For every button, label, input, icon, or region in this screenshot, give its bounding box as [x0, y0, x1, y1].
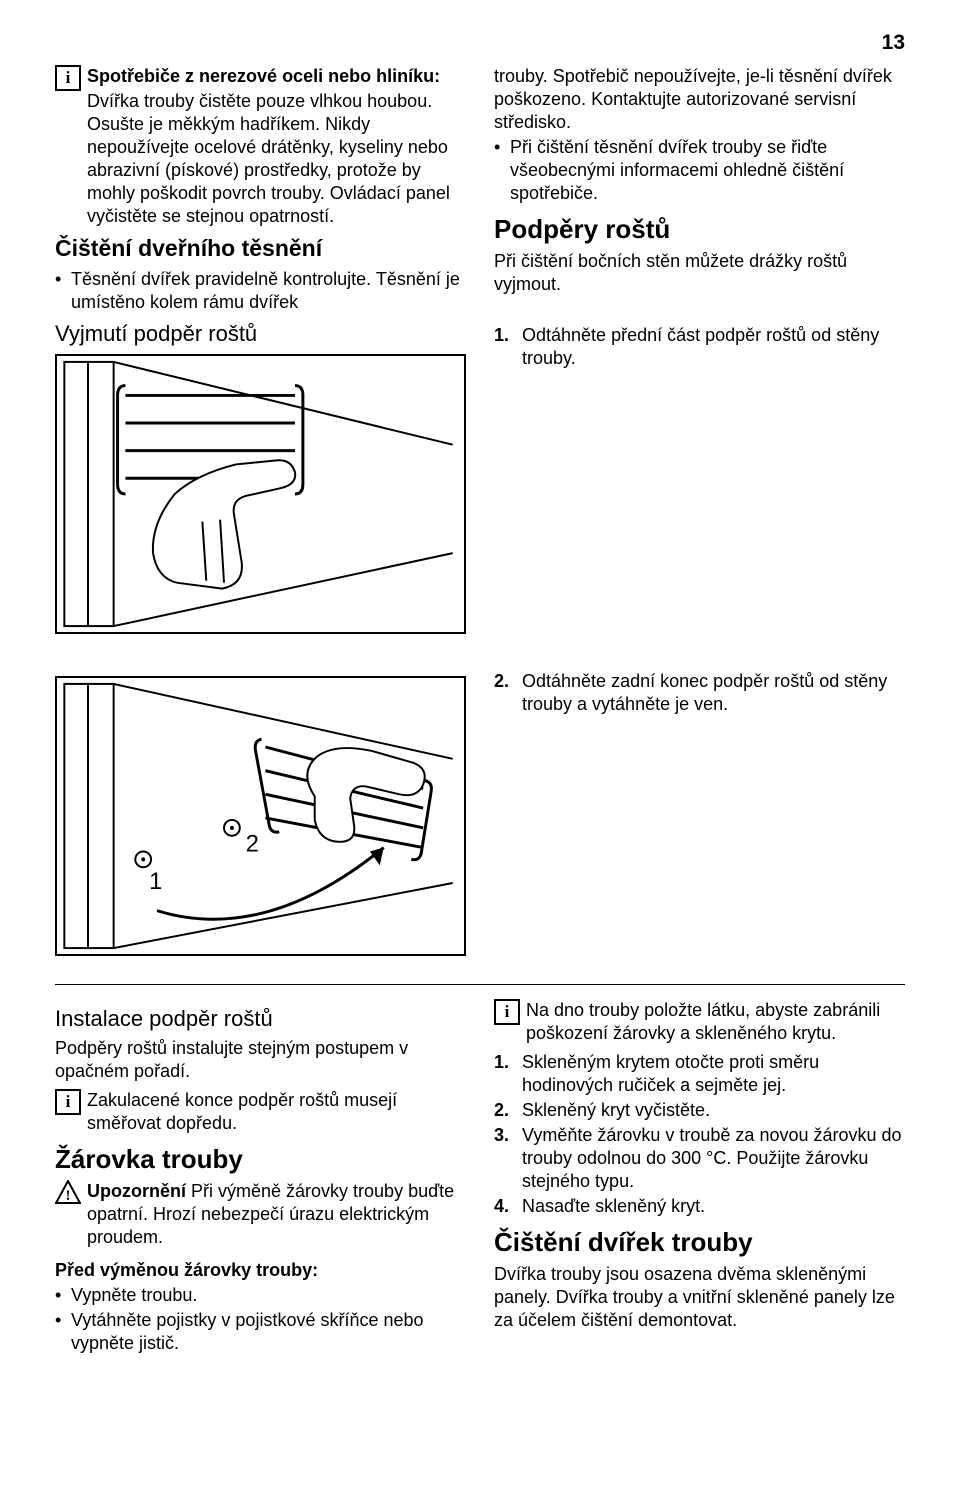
lamp-s1: 1.Skleněným krytem otočte proti směru ho…	[494, 1051, 905, 1097]
fig-label-1: 1	[149, 869, 162, 895]
supports-heading: Podpěry roštů	[494, 213, 905, 246]
step2-list: 2. Odtáhněte zadní konec podpěr roštů od…	[494, 670, 905, 716]
info-icon: i	[55, 65, 81, 91]
before-b1: Vypněte troubu.	[55, 1284, 466, 1307]
seal-bullets: Těsnění dvířek pravidelně kontrolujte. T…	[55, 268, 466, 314]
step1-num: 1.	[494, 324, 522, 370]
seal-bullet-1: Těsnění dvířek pravidelně kontrolujte. T…	[55, 268, 466, 314]
row2-columns: 1 2 2. Odtáhněte zadn	[55, 670, 905, 962]
info-icon: i	[55, 1089, 81, 1115]
figure-remove-front	[55, 354, 466, 634]
cloth-tip-block: i Na dno trouby položte látku, abyste za…	[494, 999, 905, 1045]
door-heading: Čištění dvířek trouby	[494, 1226, 905, 1259]
install-text: Podpěry roštů instalujte stejným postupe…	[55, 1037, 466, 1083]
col-left: i Spotřebiče z nerezové oceli nebo hliní…	[55, 65, 466, 640]
step2: 2. Odtáhněte zadní konec podpěr roštů od…	[494, 670, 905, 716]
door-text: Dvířka trouby jsou osazena dvěma skleněn…	[494, 1263, 905, 1332]
lamp-steps: 1.Skleněným krytem otočte proti směru ho…	[494, 1051, 905, 1218]
step1-text: Odtáhněte přední část podpěr roštů od st…	[522, 324, 905, 370]
cont-bullets: Při čištění těsnění dvířek trouby se řiď…	[494, 136, 905, 205]
row1-columns: i Spotřebiče z nerezové oceli nebo hliní…	[55, 65, 905, 640]
step1: 1. Odtáhněte přední část podpěr roštů od…	[494, 324, 905, 370]
lamp-heading: Žárovka trouby	[55, 1143, 466, 1176]
lamp-s4: 4.Nasaďte skleněný kryt.	[494, 1195, 905, 1218]
warning-block: ! Upozornění Při výměně žárovky trouby b…	[55, 1180, 466, 1251]
bottom-left: Instalace podpěr roštů Podpěry roštů ins…	[55, 999, 466, 1358]
step1-list: 1. Odtáhněte přední část podpěr roštů od…	[494, 324, 905, 370]
figure-remove-back: 1 2	[55, 676, 466, 956]
cloth-tip: Na dno trouby položte látku, abyste zabr…	[526, 999, 905, 1045]
info-block-stainless: i Spotřebiče z nerezové oceli nebo hliní…	[55, 65, 466, 230]
supports-text: Při čištění bočních stěn můžete drážky r…	[494, 250, 905, 296]
seal-heading: Čištění dveřního těsnění	[55, 234, 466, 263]
svg-text:!: !	[66, 1188, 71, 1204]
step2-num: 2.	[494, 670, 522, 716]
lamp-s2: 2.Skleněný kryt vyčistěte.	[494, 1099, 905, 1122]
cont-text: trouby. Spotřebič nepoužívejte, je-li tě…	[494, 65, 905, 134]
before-list: Vypněte troubu. Vytáhněte pojistky v poj…	[55, 1284, 466, 1355]
remove-heading: Vyjmutí podpěr roštů	[55, 320, 466, 348]
lamp-s3: 3.Vyměňte žárovku v troubě za novou žáro…	[494, 1124, 905, 1193]
before-b2: Vytáhněte pojistky v pojistkové skříňce …	[55, 1309, 466, 1355]
step2-text: Odtáhněte zadní konec podpěr roštů od st…	[522, 670, 905, 716]
stainless-heading: Spotřebiče z nerezové oceli nebo hliníku…	[87, 65, 466, 88]
warning-text: Upozornění Při výměně žárovky trouby buď…	[87, 1180, 466, 1249]
row2-right: 2. Odtáhněte zadní konec podpěr roštů od…	[494, 670, 905, 962]
rounded-tip-block: i Zakulacené konce podpěr roštů musejí s…	[55, 1089, 466, 1135]
page-number: 13	[55, 30, 905, 57]
separator	[55, 984, 905, 985]
col-right: trouby. Spotřebič nepoužívejte, je-li tě…	[494, 65, 905, 640]
install-heading: Instalace podpěr roštů	[55, 1005, 466, 1033]
before-heading: Před výměnou žárovky trouby:	[55, 1259, 466, 1282]
row2-left: 1 2	[55, 670, 466, 962]
fig-label-2: 2	[246, 831, 259, 857]
cont-bullet-1: Při čištění těsnění dvířek trouby se řiď…	[494, 136, 905, 205]
bottom-right: i Na dno trouby položte látku, abyste za…	[494, 999, 905, 1358]
stainless-text: Dvířka trouby čistěte pouze vlhkou houbo…	[87, 90, 466, 228]
info-icon: i	[494, 999, 520, 1025]
bottom-columns: Instalace podpěr roštů Podpěry roštů ins…	[55, 999, 905, 1358]
warning-icon: !	[55, 1180, 81, 1204]
rounded-tip: Zakulacené konce podpěr roštů musejí smě…	[87, 1089, 466, 1135]
